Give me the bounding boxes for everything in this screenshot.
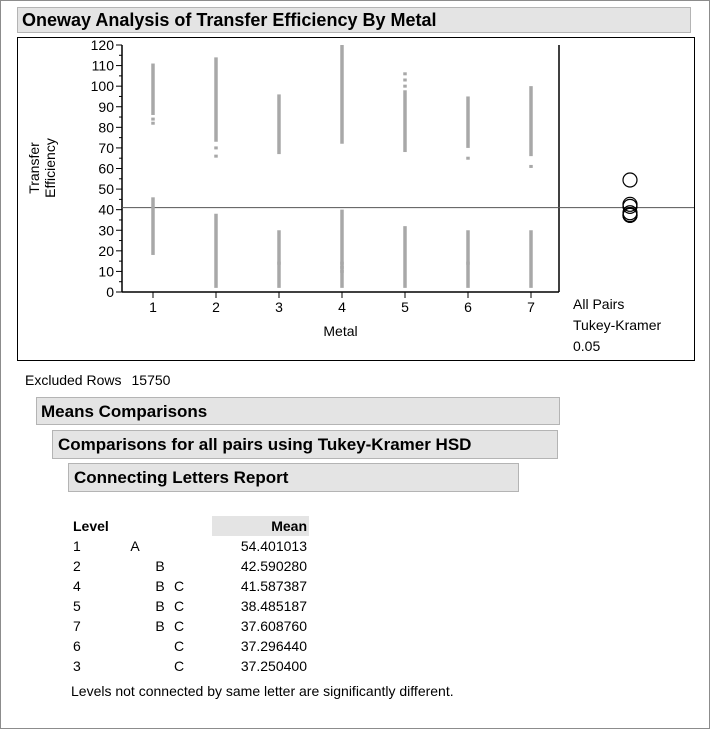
level-cell: 4 [73,578,81,594]
outlier-point [151,121,155,125]
outlier-point [403,72,407,76]
letter-cell: B [155,618,165,634]
table-row: 6 C 37.296440 [73,636,313,656]
plot-outline [17,37,695,361]
y-tick-label: 80 [98,119,114,135]
table-row: 5 B C 38.485187 [73,596,313,616]
x-tick-label: 7 [527,299,535,315]
circle-label: 0.05 [573,338,600,354]
level-cell: 6 [73,638,81,654]
y-tick-label: 10 [98,263,114,279]
oneway-title-bar[interactable]: Oneway Analysis of Transfer Efficiency B… [17,7,691,33]
y-tick-label: 90 [98,99,114,115]
y-axis-label: TransferEfficiency [26,138,58,198]
x-tick-label: 1 [149,299,157,315]
table-row: 7 B C 37.608760 [73,616,313,636]
outlier-point [529,164,533,168]
mean-column-header: Mean [212,516,309,536]
tukey-comparisons-header[interactable]: Comparisons for all pairs using Tukey-Kr… [52,430,558,459]
comparison-circle-level-1 [622,172,638,188]
x-tick-label: 5 [401,299,409,315]
y-tick-label: 110 [92,58,115,74]
letter-cell: C [173,618,185,634]
chart-points [151,45,533,288]
connecting-letters-header[interactable]: Connecting Letters Report [68,463,519,492]
outlier-point [403,84,407,88]
letter-cell: C [173,638,185,654]
level-cell: 5 [73,598,81,614]
y-tick-label: 0 [106,284,114,300]
table-header-row: Level Mean [73,516,313,536]
outlier-point [151,117,155,121]
outlier-point [403,78,407,82]
level-cell: 1 [73,538,81,554]
mean-cell: 37.608760 [240,618,307,634]
level-cell: 7 [73,618,81,634]
chart-axes [17,37,695,361]
mean-cell: 37.250400 [240,658,307,674]
oneway-plot: 0 10 20 30 40 50 60 70 80 90 100 110 120 1 2 3 4 5 6 7 Trans… [17,37,710,361]
y-tick-label: 30 [98,222,114,238]
letter-cell: C [173,598,185,614]
level-column-header: Level [73,518,109,534]
y-axis-label-line: Transfer [26,142,42,194]
x-tick-label: 2 [212,299,220,315]
mean-cell: 54.401013 [240,538,307,554]
table-row: 4 B C 41.587387 [73,576,313,596]
mean-cell: 41.587387 [240,578,307,594]
table-body: 1 A 54.401013 2 B 42.590280 4 B C 41.587387 5 B C 38.… [73,536,313,676]
oneway-chart-svg: 0 10 20 30 40 50 60 70 80 90 100 110 120 1 2 3 4 5 6 7 Trans… [17,37,695,361]
y-tick-label: 20 [98,243,114,259]
comparison-circle-level-3 [622,207,638,223]
y-axis-label-line: Efficiency [42,138,58,198]
outlier-point [214,154,218,158]
outlier-point [466,261,470,265]
outlier-point [214,146,218,150]
outlier-point [340,269,344,273]
table-row: 3 C 37.250400 [73,656,313,676]
significance-footnote: Levels not connected by same letter are … [71,683,454,699]
excluded-rows: Excluded Rows 15750 [25,372,170,388]
table-row: 1 A 54.401013 [73,536,313,556]
y-tick-label: 120 [91,37,115,53]
letter-cell: B [155,578,165,594]
letter-cell: C [173,578,185,594]
means-comparisons-header[interactable]: Means Comparisons [36,397,560,425]
y-tick-label: 50 [98,181,114,197]
letter-cell: C [173,658,185,674]
mean-cell: 37.296440 [240,638,307,654]
excluded-rows-value: 15750 [131,372,171,388]
circle-label: Tukey-Kramer [573,317,662,333]
x-tick-label: 6 [464,299,472,315]
table-row: 2 B 42.590280 [73,556,313,576]
letter-cell: B [155,598,165,614]
x-axis-label: Metal [323,323,357,339]
connecting-letters-table: Level Mean 1 A 54.401013 2 B 42.590280 4 B C 41.5… [73,516,313,676]
outlier-point [340,265,344,269]
level-cell: 2 [73,558,81,574]
circle-label: All Pairs [573,296,624,312]
mean-cell: 42.590280 [240,558,307,574]
letter-cell: B [155,558,165,574]
letter-cell: A [130,538,140,554]
y-tick-label: 60 [98,161,114,177]
y-tick-label: 100 [91,78,115,94]
y-tick-label: 40 [98,202,114,218]
comparison-circles [622,172,638,223]
x-tick-label: 3 [275,299,283,315]
outlier-point [340,261,344,265]
x-tick-label: 4 [338,299,346,315]
y-tick-label: 70 [98,140,114,156]
comparison-circle-level-4 [622,198,638,214]
outlier-point [466,156,470,160]
mean-cell: 38.485187 [240,598,307,614]
outlier-point [277,261,281,265]
level-cell: 3 [73,658,81,674]
excluded-rows-label: Excluded Rows [25,372,122,388]
chart-labels: 0 10 20 30 40 50 60 70 80 90 100 110 120 1 2 3 4 5 6 7 Trans… [26,37,662,354]
